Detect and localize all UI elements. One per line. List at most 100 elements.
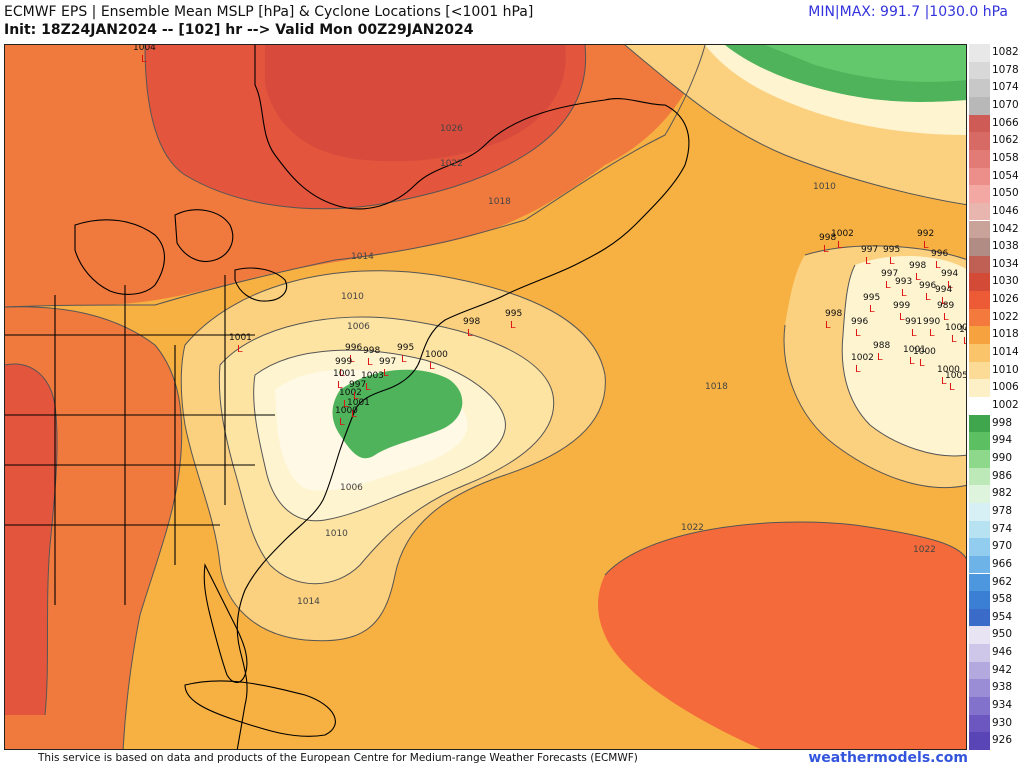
- colorbar-entry: 990: [968, 449, 1024, 468]
- svg-text:1004: 1004: [133, 45, 156, 53]
- svg-text:L: L: [865, 256, 871, 267]
- svg-text:L: L: [337, 380, 343, 391]
- colorbar-entry: 1026: [968, 291, 1024, 309]
- colorbar-swatch: [969, 538, 990, 556]
- colorbar-swatch: [969, 449, 990, 468]
- svg-text:L: L: [367, 357, 373, 368]
- colorbar-label: 962: [992, 575, 1013, 588]
- coastline: [254, 45, 690, 296]
- colorbar-entry: 1010: [968, 361, 1024, 380]
- colorbar-label: 1058: [992, 151, 1019, 164]
- colorbar-entry: 974: [968, 520, 1024, 539]
- colorbar-legend: 1082 1078 1074 1070 1066 1062 1058 1054 1050 1046…: [968, 44, 1024, 750]
- colorbar-label: 942: [992, 663, 1013, 676]
- colorbar-label: 974: [992, 522, 1013, 535]
- east-low-inner: [842, 256, 966, 456]
- svg-text:L: L: [949, 382, 955, 393]
- colorbar-swatch: [969, 44, 990, 62]
- svg-text:997: 997: [861, 245, 878, 255]
- colorbar-swatch: [969, 326, 990, 345]
- colorbar-swatch: [969, 573, 990, 592]
- svg-text:L: L: [353, 391, 359, 402]
- colorbar-entry: 1074: [968, 79, 1024, 97]
- colorbar-label: 990: [992, 451, 1013, 464]
- isobar-label: 1022: [681, 523, 704, 533]
- isobar-line: [624, 45, 966, 206]
- colorbar-swatch: [969, 238, 990, 256]
- colorbar-swatch: [969, 149, 990, 168]
- svg-text:L: L: [855, 364, 861, 375]
- svg-text:989: 989: [937, 301, 954, 311]
- colorbar-swatch: [969, 626, 990, 645]
- colorbar-swatch: [969, 202, 990, 221]
- colorbar-swatch: [969, 167, 990, 186]
- svg-text:L: L: [237, 344, 243, 355]
- colorbar-swatch: [969, 661, 990, 680]
- pressure-map[interactable]: 1026 1022 1018 1014 1010 1006 1010 1006 …: [4, 44, 967, 750]
- svg-text:995: 995: [397, 343, 414, 353]
- colorbar-swatch: [969, 114, 990, 133]
- svg-text:L: L: [877, 352, 883, 363]
- colorbar-label: 1018: [992, 328, 1019, 341]
- lakes-outline: [74, 219, 165, 295]
- svg-text:997: 997: [379, 357, 396, 367]
- colorbar-swatch: [969, 96, 990, 115]
- colorbar-entry: 962: [968, 573, 1024, 592]
- colorbar-entry: 950: [968, 626, 1024, 645]
- svg-text:995: 995: [883, 245, 900, 255]
- svg-text:L: L: [941, 296, 947, 307]
- svg-text:1000: 1000: [335, 406, 358, 416]
- colorbar-entry: 954: [968, 608, 1024, 627]
- isobar-label: 1006: [340, 483, 363, 493]
- svg-text:L: L: [825, 320, 831, 331]
- colorbar-swatch: [969, 79, 990, 97]
- colorbar-swatch: [969, 185, 990, 203]
- colorbar-entry: 1066: [968, 114, 1024, 133]
- colorbar-label: 1054: [992, 169, 1019, 182]
- svg-text:L: L: [901, 288, 907, 299]
- colorbar-label: 1038: [992, 240, 1019, 253]
- colorbar-entry: 1034: [968, 255, 1024, 274]
- colorbar-label: 1022: [992, 310, 1019, 323]
- svg-text:L: L: [510, 320, 516, 331]
- colorbar-entry: 1078: [968, 61, 1024, 80]
- colorbar-label: 950: [992, 628, 1013, 641]
- isobar-label: 1018: [705, 382, 728, 392]
- colorbar-label: 1034: [992, 257, 1019, 270]
- svg-text:998: 998: [463, 317, 480, 327]
- svg-text:1000: 1000: [945, 323, 967, 333]
- svg-text:998: 998: [825, 309, 842, 319]
- brand-link[interactable]: weathermodels.com: [808, 750, 968, 766]
- isobar-line: [783, 324, 966, 489]
- colorbar-entry: 1050: [968, 185, 1024, 203]
- colorbar-label: 994: [992, 434, 1013, 447]
- svg-text:L: L: [365, 382, 371, 393]
- colorbar-swatch: [969, 414, 990, 433]
- svg-text:L: L: [923, 240, 929, 251]
- colorbar-swatch: [969, 485, 990, 503]
- colorbar-entry: 998: [968, 414, 1024, 433]
- isobar-label: 1006: [347, 322, 370, 332]
- colorbar-swatch: [969, 220, 990, 239]
- colorbar-entry: 1070: [968, 96, 1024, 115]
- west-core-region: [5, 364, 58, 715]
- colorbar-label: 946: [992, 646, 1013, 659]
- svg-text:997: 997: [881, 269, 898, 279]
- colorbar-entry: 1002: [968, 397, 1024, 415]
- svg-text:L: L: [349, 354, 355, 365]
- svg-text:1001: 1001: [347, 398, 370, 408]
- colorbar-label: 1006: [992, 381, 1019, 394]
